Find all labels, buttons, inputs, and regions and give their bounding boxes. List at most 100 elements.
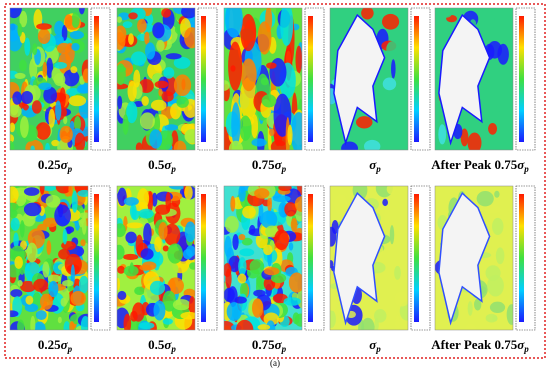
field-blob [261,94,277,108]
field-blob [387,103,404,111]
field-blob [10,8,22,19]
panel: σp [329,185,431,354]
field-blob [20,280,36,293]
field-blob [24,303,39,313]
field-blob [162,245,169,252]
colorbar-box [197,7,218,151]
field-blob [478,21,494,41]
field-blob [232,233,239,250]
field-blob [20,116,29,138]
field-blob [32,43,38,56]
figure-border [4,3,546,359]
field-blob [138,208,154,219]
field-blob [10,186,19,204]
field-blob [51,139,60,147]
field-blob [63,116,68,125]
field-blob [251,114,259,139]
colorbar [519,16,524,142]
field-blob [391,59,396,79]
field-blob [81,242,88,263]
field-blob [144,31,150,45]
field-blob [42,61,48,77]
field-blob [361,317,375,330]
label-part: p [281,344,287,354]
field-blob [62,280,74,287]
panel: 0.75σp [223,7,325,174]
field-blob [394,314,401,330]
field-blob [162,318,173,325]
field-blob [46,240,52,255]
field-blob [467,301,473,316]
field-blob [490,9,496,22]
field-blob [123,265,139,277]
field-blob [56,42,71,55]
caption: (a) [270,358,280,368]
field-image [10,186,88,330]
label-part: σ [275,337,283,352]
field-blob [122,21,133,28]
field-blob [43,86,57,104]
colorbar [201,194,206,322]
field-blob [497,43,509,65]
field-blob [173,56,191,69]
field-blob [292,312,300,325]
field-blob [295,45,302,74]
label-part: After Peak 0.75 [431,337,518,352]
field-blob [290,217,298,233]
field-blob [474,298,482,311]
field-blob [224,235,232,258]
panel-frame [434,7,514,151]
field-blob [242,205,256,219]
field-blob [17,280,23,287]
field-blob [59,125,73,143]
field-blob [14,256,23,269]
field-blob [79,212,88,219]
field-blob [268,128,275,137]
field-blob [284,202,297,217]
field-blob [59,87,66,109]
field-blob [39,186,45,195]
field-blob [274,229,290,250]
field-blob [71,190,78,213]
label-part: σ [275,157,283,172]
field-blob [176,96,189,108]
field-blob [184,221,195,243]
field-blob [280,8,294,46]
field-blob [226,302,242,322]
field-blob [64,14,73,27]
field-blob [158,88,163,97]
field-blob [53,73,66,87]
field-blob [239,115,252,141]
field-blob [30,145,35,150]
field-blob [23,187,40,196]
colorbar-box [410,185,431,331]
field-blob [18,59,27,72]
field-blob [374,308,387,323]
field-blob [10,245,25,260]
field-blob [10,202,19,212]
field-image [435,186,513,330]
field-blob [237,273,247,284]
field-blob [45,195,61,208]
field-blob [241,237,253,246]
panel-label: After Peak 0.75σp [431,337,529,354]
field-blob [185,245,195,257]
field-blob [80,239,86,247]
field-blob [10,104,22,118]
field-blob [117,265,125,274]
field-blob [130,51,147,66]
field-blob [492,315,498,322]
field-blob [48,280,59,298]
field-blob [492,217,504,236]
panel-frame [9,185,89,331]
field-blob [253,289,266,297]
field-blob [257,324,271,330]
field-blob [184,27,195,49]
field-blob [488,122,498,135]
panel: 0.25σp [9,7,111,174]
field-blob [382,198,388,207]
colorbar-box [90,185,111,331]
panel-label: σp [369,337,381,354]
field-blob [238,186,246,202]
